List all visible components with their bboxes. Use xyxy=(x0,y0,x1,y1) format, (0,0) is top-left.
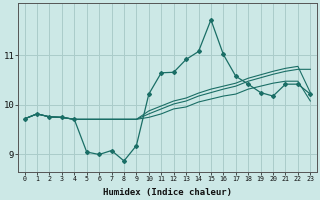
X-axis label: Humidex (Indice chaleur): Humidex (Indice chaleur) xyxy=(103,188,232,197)
